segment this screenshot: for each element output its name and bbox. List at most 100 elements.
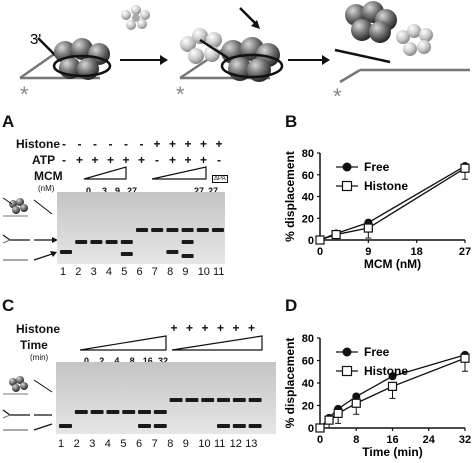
condition-sign: + [91, 153, 99, 167]
lane-number: 13 [245, 438, 258, 450]
mcm-concentration: 0 [86, 186, 92, 196]
mcm-wedges-a [83, 166, 207, 180]
condition-sign: + [137, 153, 145, 167]
lane-number: 4 [105, 266, 113, 278]
x-tick-label: 0 [317, 246, 323, 258]
gel-band [90, 240, 103, 244]
mcm-concentration: 27 [127, 186, 138, 196]
gel-band [120, 252, 133, 256]
point-histone [331, 229, 341, 240]
gel-band-legend-c [2, 376, 53, 431]
gel-band-legend-a [2, 197, 58, 261]
histone-sign: + [201, 321, 209, 335]
gel-band [138, 410, 151, 414]
y-tick-label: 20 [302, 213, 314, 225]
gel-band [122, 410, 136, 414]
gel-band [106, 410, 120, 414]
lane-number: 8 [167, 266, 174, 278]
y-tick-label: 60 [302, 356, 314, 368]
chart-b: 0 20 40 60 80 0 9 18 27 MCM (nM) % displacement Fre… [283, 148, 471, 271]
condition-sign: - [108, 137, 113, 151]
mcm-label-a: MCM [34, 169, 63, 183]
mechanism-schematic: 3' * * [19, 1, 470, 108]
legend-entry: Histone [364, 364, 408, 378]
y-tick-label: 80 [302, 148, 314, 160]
histone-sign: + [216, 321, 224, 335]
time-unit-c: (min) [30, 353, 49, 362]
mcm-unit-a: (nM) [38, 184, 55, 193]
lane-number: 3 [90, 266, 97, 278]
radiolabel-star-1: * [20, 82, 29, 107]
mcm-concentration: 3 [102, 186, 108, 196]
gel-band [136, 228, 148, 232]
condition-sign: + [184, 137, 192, 151]
lane-number: 5 [120, 438, 127, 450]
y-tick-label: 0 [308, 235, 314, 247]
condition-sign: - [62, 153, 66, 167]
time-value: 2 [99, 356, 105, 366]
legend-marker [342, 162, 352, 172]
time-value: 0 [84, 356, 90, 366]
histone-sign: + [232, 321, 240, 335]
condition-sign: - [139, 137, 144, 151]
condition-sign: - [124, 137, 128, 151]
condition-sign: - [155, 153, 159, 167]
x-tick-label: 9 [365, 246, 371, 258]
time-value: 4 [114, 356, 120, 366]
y-axis-label: % displacement [283, 151, 297, 242]
histone-row-label-c: Histone [16, 322, 61, 336]
legend-entry: Free [364, 345, 390, 359]
gel-band [212, 228, 224, 232]
point-histone [351, 398, 361, 408]
series-line-free [319, 165, 466, 241]
y-tick-label: 0 [308, 423, 314, 435]
mcm-helicase-3 [396, 24, 433, 56]
mcm-helicase-2 [180, 28, 229, 64]
lane-number: 6 [136, 438, 143, 450]
lane-number: 5 [121, 266, 128, 278]
radiolabel-star-2: * [176, 82, 185, 107]
chart-d: 0 20 40 60 80 0 8 16 24 32 Time (min) % displacemen… [283, 333, 471, 459]
point-histone [387, 381, 398, 391]
point-histone [315, 423, 325, 433]
y-axis-label: % displacement [283, 338, 297, 429]
panel-c-letter: C [2, 296, 15, 315]
condition-sign: + [122, 153, 130, 167]
gel-band [74, 410, 88, 414]
condition-sign: - [77, 137, 82, 151]
gel-band [201, 398, 215, 402]
lane-number: 7 [151, 438, 158, 450]
gel-band [217, 424, 230, 428]
mcm-helicase-1 [121, 5, 150, 30]
gel-band [248, 398, 262, 402]
gel-band [153, 410, 167, 414]
point-free [352, 392, 361, 401]
lane-number: 12 [229, 438, 242, 450]
gel-band [217, 398, 230, 402]
condition-sign: + [215, 137, 223, 151]
point-histone [363, 223, 373, 233]
time-value: 16 [142, 356, 153, 366]
panel-a-letter: A [2, 112, 15, 131]
lane-number: 3 [89, 438, 96, 450]
condition-sign: + [75, 153, 83, 167]
unwound-strand [334, 48, 391, 64]
gel-band [75, 240, 88, 244]
x-tick-label: 24 [423, 434, 436, 446]
legend-entry: Histone [364, 179, 408, 193]
legend-marker [342, 347, 352, 357]
y-tick-label: 40 [302, 192, 314, 204]
x-tick-label: 8 [353, 434, 359, 446]
histone-sign: + [185, 321, 193, 335]
mcm-concentration: 27 [194, 186, 205, 196]
point-histone [315, 235, 325, 245]
condition-sign: - [93, 137, 97, 151]
lane-number: 6 [136, 266, 143, 278]
lane-number: 9 [182, 438, 189, 450]
radiolabel-star-3: * [333, 84, 342, 108]
gel-band [185, 398, 199, 402]
condition-sign: + [106, 153, 114, 167]
gel-band [59, 424, 72, 428]
atp-row-label-a: ATP [32, 153, 56, 167]
condition-sign: - [217, 153, 221, 167]
